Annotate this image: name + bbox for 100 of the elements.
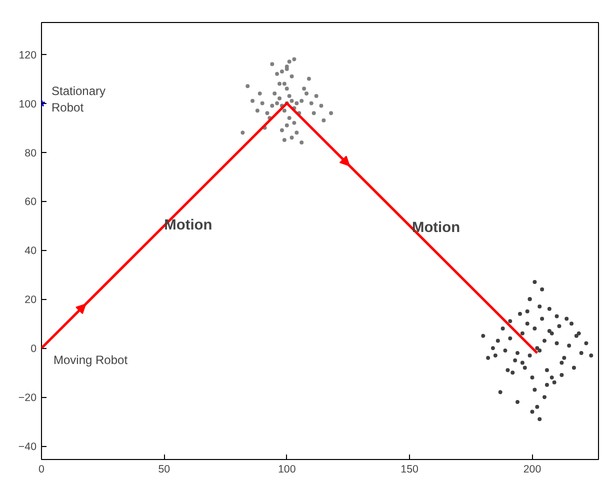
point [562, 356, 566, 360]
point [538, 348, 542, 353]
y-tick-label: −20 [18, 392, 37, 404]
point [560, 360, 564, 365]
point [319, 104, 324, 108]
point [282, 138, 286, 142]
annotation: Motion [412, 220, 460, 236]
point [265, 111, 270, 116]
point [498, 390, 502, 394]
x-tick-label: 0 [38, 464, 45, 476]
point [510, 370, 515, 375]
point [572, 366, 576, 370]
point [300, 140, 304, 144]
point [508, 336, 512, 340]
point [284, 86, 289, 91]
point [272, 92, 277, 96]
point [300, 98, 304, 103]
point [547, 328, 552, 333]
point [542, 338, 547, 343]
point [312, 111, 316, 116]
point [540, 316, 544, 321]
point [535, 404, 540, 409]
point [287, 60, 292, 64]
point [255, 108, 260, 113]
point [547, 306, 552, 311]
point [560, 373, 564, 378]
point [564, 316, 569, 321]
point [304, 92, 309, 96]
point [278, 96, 282, 100]
point [287, 94, 292, 98]
point [322, 118, 326, 122]
point [520, 360, 524, 365]
point [294, 101, 299, 106]
y-tick-label: 20 [24, 294, 37, 306]
point [542, 395, 547, 400]
point [535, 346, 540, 350]
point [516, 351, 520, 355]
point [290, 98, 294, 103]
point [554, 314, 559, 318]
y-tick-label: 120 [18, 49, 37, 62]
annotation: Stationary Robot [52, 84, 106, 115]
y-tick-label: 100 [18, 98, 37, 110]
point [493, 353, 498, 358]
annotation: Moving Robot [54, 353, 128, 368]
x-tick-label: 150 [400, 464, 419, 476]
point [250, 98, 255, 103]
point [246, 84, 250, 88]
point [270, 104, 274, 108]
point [518, 312, 522, 316]
point [329, 111, 334, 116]
point [554, 341, 559, 346]
point [576, 331, 581, 336]
y-tick-label: 60 [24, 196, 37, 208]
point [522, 366, 527, 370]
point [280, 69, 284, 74]
point [500, 326, 505, 331]
point [275, 72, 280, 76]
point [532, 280, 537, 284]
point [260, 101, 264, 106]
point [574, 334, 578, 338]
point [496, 338, 500, 343]
point [280, 128, 284, 132]
point [530, 375, 534, 380]
point [532, 326, 537, 331]
y-tick-label: 40 [24, 245, 37, 258]
x-tick-label: 200 [523, 464, 542, 476]
point [544, 382, 549, 387]
point [309, 101, 314, 106]
point [550, 375, 554, 380]
point [481, 334, 486, 338]
point [570, 322, 574, 326]
point [503, 348, 508, 353]
point [240, 130, 245, 135]
y-tick-label: −40 [18, 441, 37, 454]
point [525, 309, 530, 314]
point [544, 368, 549, 372]
point [282, 108, 286, 113]
point [589, 353, 594, 358]
point [314, 94, 318, 98]
point [538, 304, 542, 308]
point [294, 130, 299, 135]
point [516, 400, 520, 404]
point [490, 346, 495, 350]
x-tick-label: 50 [158, 464, 170, 476]
point [292, 120, 296, 125]
point [486, 356, 490, 360]
point [552, 380, 556, 384]
point [579, 351, 584, 355]
point [287, 116, 292, 120]
y-tick-label: 80 [24, 147, 37, 160]
point [567, 344, 572, 348]
y-tick-label: 0 [30, 343, 37, 356]
point [282, 82, 286, 86]
annotation: Motion [164, 218, 212, 234]
point [528, 353, 532, 358]
point [506, 368, 510, 372]
point [532, 388, 537, 392]
point [270, 62, 274, 66]
point [292, 57, 296, 62]
point [290, 136, 294, 140]
